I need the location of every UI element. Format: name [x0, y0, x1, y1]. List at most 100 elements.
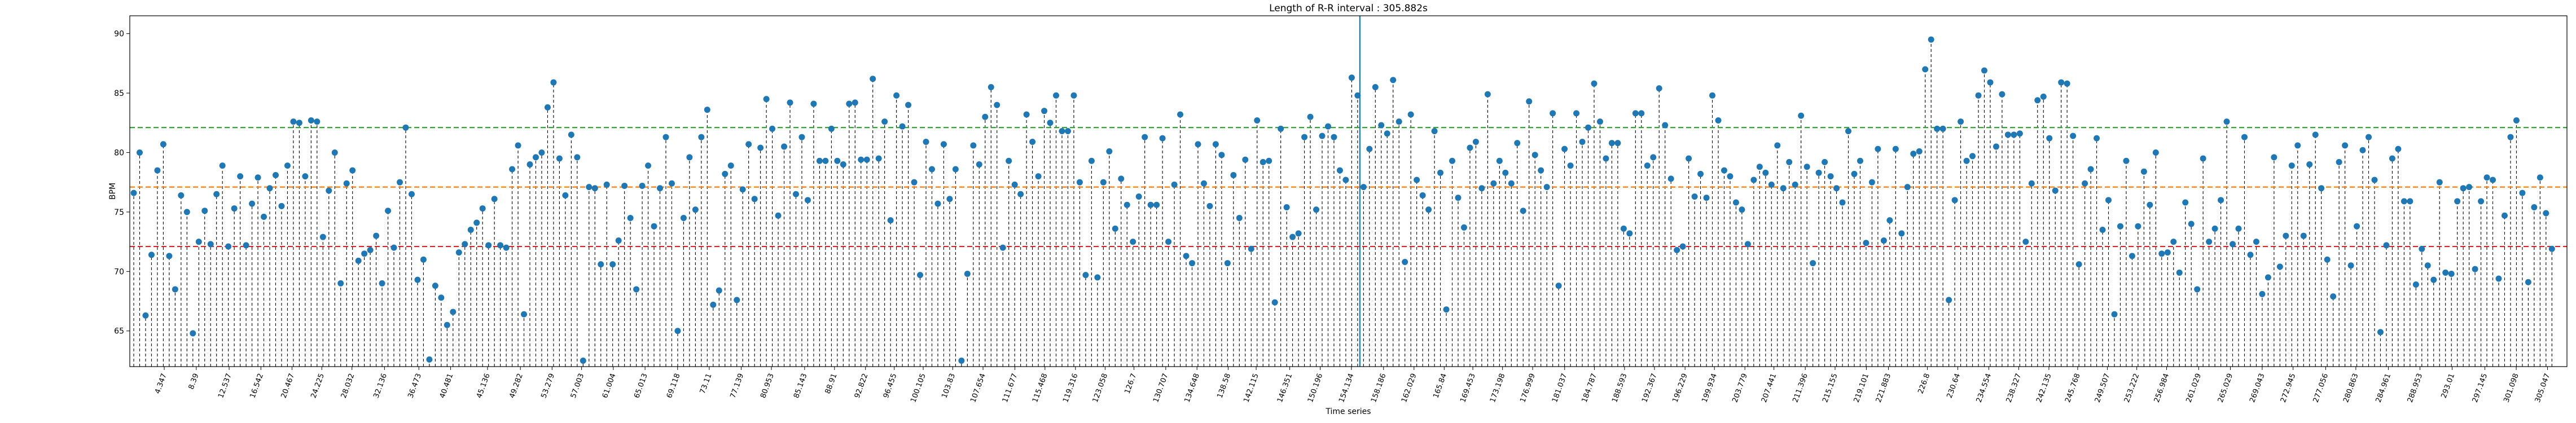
data-point [2123, 157, 2130, 164]
data-point [627, 214, 634, 221]
data-point [1490, 180, 1497, 187]
data-point [1278, 125, 1284, 132]
data-point [1608, 140, 1615, 147]
data-point [2046, 135, 2053, 142]
data-point [1768, 181, 1775, 188]
data-point [1035, 173, 1042, 180]
data-point [2247, 252, 2254, 258]
data-point [1425, 206, 1432, 213]
data-point [988, 84, 994, 91]
data-point [2412, 281, 2419, 288]
data-point [556, 155, 563, 162]
data-point [881, 118, 888, 125]
data-point [633, 286, 640, 293]
data-point [1822, 158, 1828, 165]
data-markers [130, 36, 2555, 364]
data-point [1697, 170, 1704, 177]
data-point [1254, 117, 1261, 124]
data-point [1691, 193, 1698, 200]
data-point [2064, 80, 2070, 87]
data-point [491, 196, 498, 202]
data-point [1159, 135, 1166, 142]
data-point [810, 100, 817, 107]
data-point [2271, 154, 2277, 161]
data-point [1082, 272, 1089, 279]
data-point [195, 239, 202, 245]
data-point [870, 76, 876, 82]
data-point [1006, 157, 1012, 164]
data-point [385, 208, 392, 214]
data-point [272, 172, 279, 179]
data-point [1094, 274, 1101, 281]
data-point [343, 180, 350, 187]
data-point [213, 191, 220, 197]
data-point [2164, 249, 2171, 256]
data-point [775, 212, 782, 219]
data-point [1183, 253, 1190, 259]
data-point [1732, 199, 1739, 206]
data-point [438, 294, 445, 301]
data-point [1579, 138, 1586, 145]
data-point [432, 283, 438, 289]
data-point [562, 192, 569, 199]
data-point [958, 357, 965, 364]
data-point [1898, 230, 1905, 237]
data-point [1839, 199, 1846, 206]
data-point [2336, 158, 2342, 165]
data-point [1975, 92, 1982, 99]
data-point [2419, 245, 2425, 252]
data-point [621, 183, 628, 190]
data-point [1206, 202, 1213, 209]
data-point [467, 227, 474, 233]
data-point [1348, 74, 1355, 81]
data-point [1904, 184, 1911, 191]
data-point [160, 141, 166, 148]
data-point [834, 157, 841, 164]
data-point [2306, 161, 2313, 168]
data-point [390, 244, 397, 251]
data-point [2075, 261, 2082, 268]
data-point [1650, 154, 1657, 161]
data-point [2170, 239, 2177, 245]
data-point [1543, 184, 1550, 191]
data-point [710, 301, 717, 308]
data-point [2347, 262, 2354, 269]
data-point [2288, 162, 2295, 169]
data-point [261, 213, 267, 220]
data-point [2140, 168, 2147, 175]
data-point [1248, 245, 1254, 252]
data-point [2276, 263, 2283, 270]
data-point [698, 134, 705, 140]
y-tick-label: 75 [114, 208, 124, 217]
data-point [1603, 155, 1609, 162]
data-point [2206, 239, 2213, 245]
data-point [2395, 146, 2402, 152]
data-point [2300, 232, 2307, 239]
data-point [1727, 173, 1734, 180]
data-point [2495, 275, 2502, 282]
data-point [296, 120, 302, 126]
data-point [1638, 110, 1645, 117]
data-point [1266, 157, 1272, 164]
data-point [2342, 142, 2349, 149]
data-point [1810, 260, 1816, 267]
data-point [1591, 80, 1598, 87]
data-point [574, 154, 581, 161]
data-point [1153, 201, 1160, 208]
data-point [2513, 117, 2520, 124]
data-point [1414, 177, 1420, 183]
data-point [668, 180, 675, 187]
data-point [1987, 79, 1994, 86]
y-axis: 65 70 75 80 85 90 [114, 30, 130, 336]
data-point [243, 242, 249, 249]
data-point [1472, 138, 1479, 145]
data-point [225, 243, 232, 250]
data-point [2371, 177, 2378, 183]
data-point [2294, 142, 2301, 149]
data-point [2259, 290, 2266, 297]
data-point [846, 100, 853, 107]
data-point [1372, 84, 1379, 91]
data-point [1875, 146, 1881, 152]
data-point [1212, 141, 1219, 148]
